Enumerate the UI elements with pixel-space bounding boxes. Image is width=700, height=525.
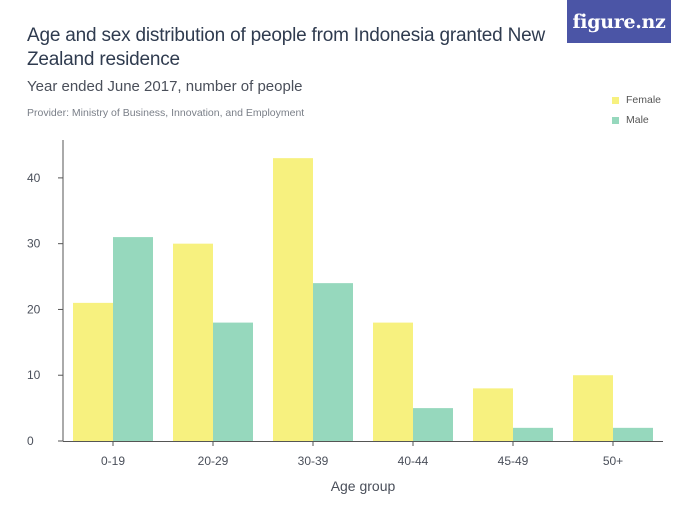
x-tick-label: 20-29 bbox=[198, 454, 229, 468]
legend-label-female: Female bbox=[626, 94, 662, 106]
bar-female-20-29 bbox=[173, 243, 213, 441]
legend-swatch-female bbox=[612, 96, 619, 104]
bar-male-20-29 bbox=[213, 322, 253, 441]
bar-male-40-44 bbox=[413, 408, 453, 441]
x-tick-label: 40-44 bbox=[398, 454, 429, 468]
legend-item-female: Female bbox=[612, 90, 661, 110]
y-tick-label: 10 bbox=[27, 368, 41, 382]
bar-male-30-39 bbox=[313, 283, 353, 441]
bar-male-0-19 bbox=[113, 237, 153, 441]
x-tick-label: 30-39 bbox=[298, 454, 329, 468]
figure-nz-logo[interactable]: figure.nz bbox=[567, 0, 671, 43]
legend-label-male: Male bbox=[626, 114, 649, 126]
legend-item-male: Male bbox=[612, 110, 661, 130]
x-tick-label: 50+ bbox=[603, 454, 623, 468]
y-tick-label: 30 bbox=[27, 237, 41, 251]
x-axis-label: Age group bbox=[331, 478, 396, 494]
bar-female-30-39 bbox=[273, 158, 313, 441]
bar-male-45-49 bbox=[513, 427, 553, 441]
y-tick-label: 20 bbox=[27, 302, 41, 316]
chart-subtitle: Year ended June 2017, number of people bbox=[27, 78, 303, 95]
bar-female-45-49 bbox=[473, 388, 513, 441]
legend-swatch-male bbox=[612, 116, 619, 124]
chart-legend: Female Male bbox=[612, 90, 661, 130]
bar-female-0-19 bbox=[73, 302, 113, 441]
bar-female-50+ bbox=[573, 375, 613, 441]
chart-title: Age and sex distribution of people from … bbox=[27, 25, 546, 70]
x-tick-label: 0-19 bbox=[101, 454, 125, 468]
y-tick-label: 40 bbox=[27, 171, 41, 185]
y-tick-label: 0 bbox=[27, 434, 34, 448]
bar-male-50+ bbox=[613, 427, 653, 441]
provider-note: Provider: Ministry of Business, Innovati… bbox=[27, 107, 305, 119]
bar-female-40-44 bbox=[373, 322, 413, 441]
x-tick-label: 45-49 bbox=[498, 454, 529, 468]
